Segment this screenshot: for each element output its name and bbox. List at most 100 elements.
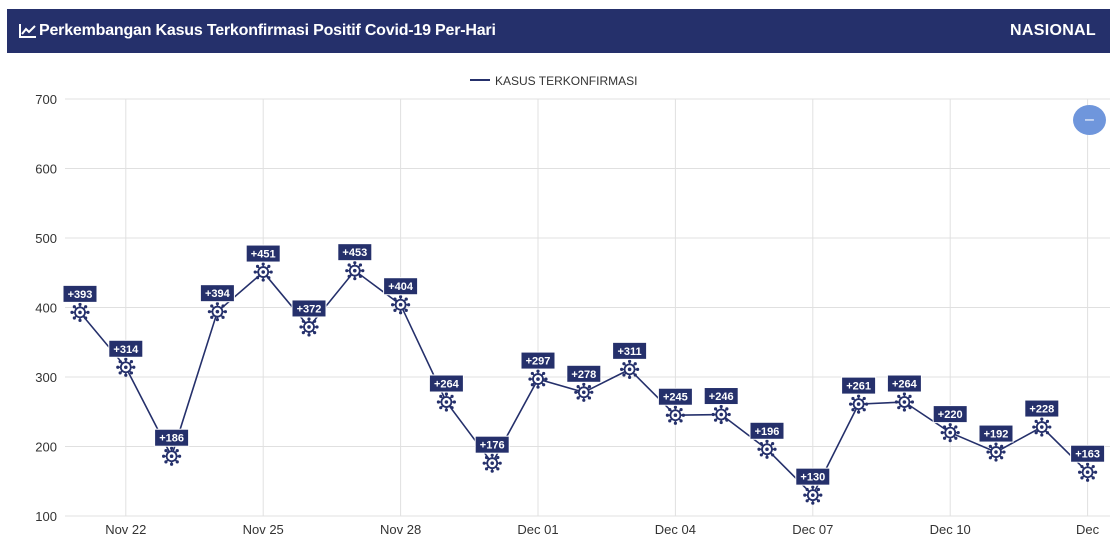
data-label-box xyxy=(199,284,235,303)
chart-area: KASUS TERKONFIRMASI 100 200 300 400 500 600 70… xyxy=(0,55,1117,552)
virus-marker-icon[interactable] xyxy=(162,446,182,466)
virus-spike-tip xyxy=(1040,433,1044,437)
virus-spike-tip xyxy=(1086,478,1090,482)
virus-marker-icon[interactable] xyxy=(299,317,319,337)
virus-spike-tip xyxy=(673,421,677,425)
data-label-text: +228 xyxy=(1029,404,1054,416)
virus-spike-tip xyxy=(347,274,351,278)
data-label: +264 xyxy=(428,374,464,393)
collapse-button[interactable]: – xyxy=(1073,105,1106,135)
virus-spike-tip xyxy=(439,406,443,410)
data-label-box xyxy=(749,421,785,440)
virus-spike-tip xyxy=(1086,462,1090,466)
virus-marker-icon[interactable] xyxy=(711,404,731,425)
virus-marker-icon[interactable] xyxy=(436,392,456,412)
virus-marker-icon[interactable] xyxy=(986,442,1006,462)
data-label-text: +245 xyxy=(663,392,688,404)
x-tick-label: Dec 04 xyxy=(655,522,696,537)
virus-core xyxy=(673,413,678,418)
virus-spike-tip xyxy=(530,383,534,387)
virus-spike-tip xyxy=(215,318,219,322)
x-tick-label: Nov 25 xyxy=(243,522,284,537)
virus-spike-tip xyxy=(490,453,494,457)
virus-spike-tip xyxy=(210,304,214,308)
virus-core xyxy=(444,400,449,404)
axes: 100 200 300 400 500 600 700 Nov 22 Nov 25 Nov 28 D… xyxy=(35,92,1099,537)
data-label-box xyxy=(841,376,877,395)
virus-marker-icon[interactable] xyxy=(574,382,594,402)
virus-spike-tip xyxy=(636,367,640,371)
virus-spike-tip xyxy=(673,405,677,409)
virus-core xyxy=(765,447,769,452)
virus-spike-tip xyxy=(988,444,992,449)
virus-marker-icon[interactable] xyxy=(757,439,777,459)
virus-marker-icon[interactable] xyxy=(803,485,823,505)
data-label: +186 xyxy=(154,428,190,447)
virus-spike-tip xyxy=(954,425,958,429)
virus-marker-icon[interactable] xyxy=(116,357,136,377)
data-label: +404 xyxy=(383,277,419,296)
virus-spike-tip xyxy=(223,310,227,314)
virus-spike-tip xyxy=(725,418,729,422)
virus-spike-tip xyxy=(1040,417,1044,421)
virus-spike-tip xyxy=(719,404,723,409)
virus-spike-tip xyxy=(482,461,486,465)
virus-marker-icon[interactable] xyxy=(253,262,273,282)
virus-marker-icon[interactable] xyxy=(345,261,365,281)
virus-marker-icon[interactable] xyxy=(528,369,548,389)
virus-spike-tip xyxy=(811,501,815,505)
virus-spike-tip xyxy=(908,394,912,398)
virus-spike-tip xyxy=(633,373,637,377)
header-title-group: Perkembangan Kasus Terkonfirmasi Positif… xyxy=(19,22,496,40)
chart-title: Perkembangan Kasus Terkonfirmasi Positif… xyxy=(39,22,496,39)
virus-marker-icon[interactable] xyxy=(482,453,502,473)
virus-spike-tip xyxy=(574,390,578,394)
virus-spike-tip xyxy=(1034,419,1038,423)
virus-spike-tip xyxy=(129,371,134,375)
virus-marker-icon[interactable] xyxy=(1078,462,1098,482)
data-label-box xyxy=(566,364,602,383)
data-label-text: +372 xyxy=(297,303,322,315)
virus-spike-tip xyxy=(261,262,265,266)
virus-marker-icon[interactable] xyxy=(207,302,227,322)
virus-spike-tip xyxy=(70,310,74,314)
virus-spike-tip xyxy=(118,371,122,375)
virus-spike-tip xyxy=(345,269,349,273)
virus-marker-icon[interactable] xyxy=(665,405,685,425)
virus-spike-tip xyxy=(399,311,403,315)
virus-spike-tip xyxy=(361,269,365,273)
virus-core xyxy=(994,450,998,454)
virus-spike-tip xyxy=(771,453,775,457)
data-label-box xyxy=(62,284,98,303)
virus-marker-icon[interactable] xyxy=(849,394,869,414)
virus-spike-tip xyxy=(78,318,82,322)
line-chart-icon xyxy=(19,24,36,38)
virus-marker-icon[interactable] xyxy=(894,392,914,412)
virus-spike-tip xyxy=(711,412,715,417)
data-label: +297 xyxy=(520,351,556,370)
virus-spike-tip xyxy=(484,455,489,460)
data-markers[interactable] xyxy=(70,261,1098,505)
data-label: +130 xyxy=(795,467,831,486)
virus-spike-tip xyxy=(633,362,637,366)
legend[interactable]: KASUS TERKONFIRMASI xyxy=(470,74,637,88)
virus-spike-tip xyxy=(129,360,134,364)
virus-core xyxy=(307,325,311,329)
legend-label[interactable]: KASUS TERKONFIRMASI xyxy=(495,74,637,88)
virus-spike-tip xyxy=(175,448,179,453)
virus-spike-tip xyxy=(358,274,363,278)
virus-marker-icon[interactable] xyxy=(391,295,411,315)
virus-marker-icon[interactable] xyxy=(1032,417,1052,437)
virus-spike-tip xyxy=(536,369,540,373)
virus-marker-icon[interactable] xyxy=(70,302,90,322)
virus-spike-tip xyxy=(857,394,861,398)
virus-spike-tip xyxy=(582,382,586,386)
virus-marker-icon[interactable] xyxy=(620,359,640,379)
x-tick-label: Dec xyxy=(1076,522,1100,537)
virus-core xyxy=(169,454,174,459)
data-label-text: +186 xyxy=(159,433,184,445)
virus-spike-tip xyxy=(940,431,944,435)
data-label-text: +297 xyxy=(526,356,551,368)
virus-marker-icon[interactable] xyxy=(940,423,960,443)
y-tick-label: 700 xyxy=(35,92,57,107)
